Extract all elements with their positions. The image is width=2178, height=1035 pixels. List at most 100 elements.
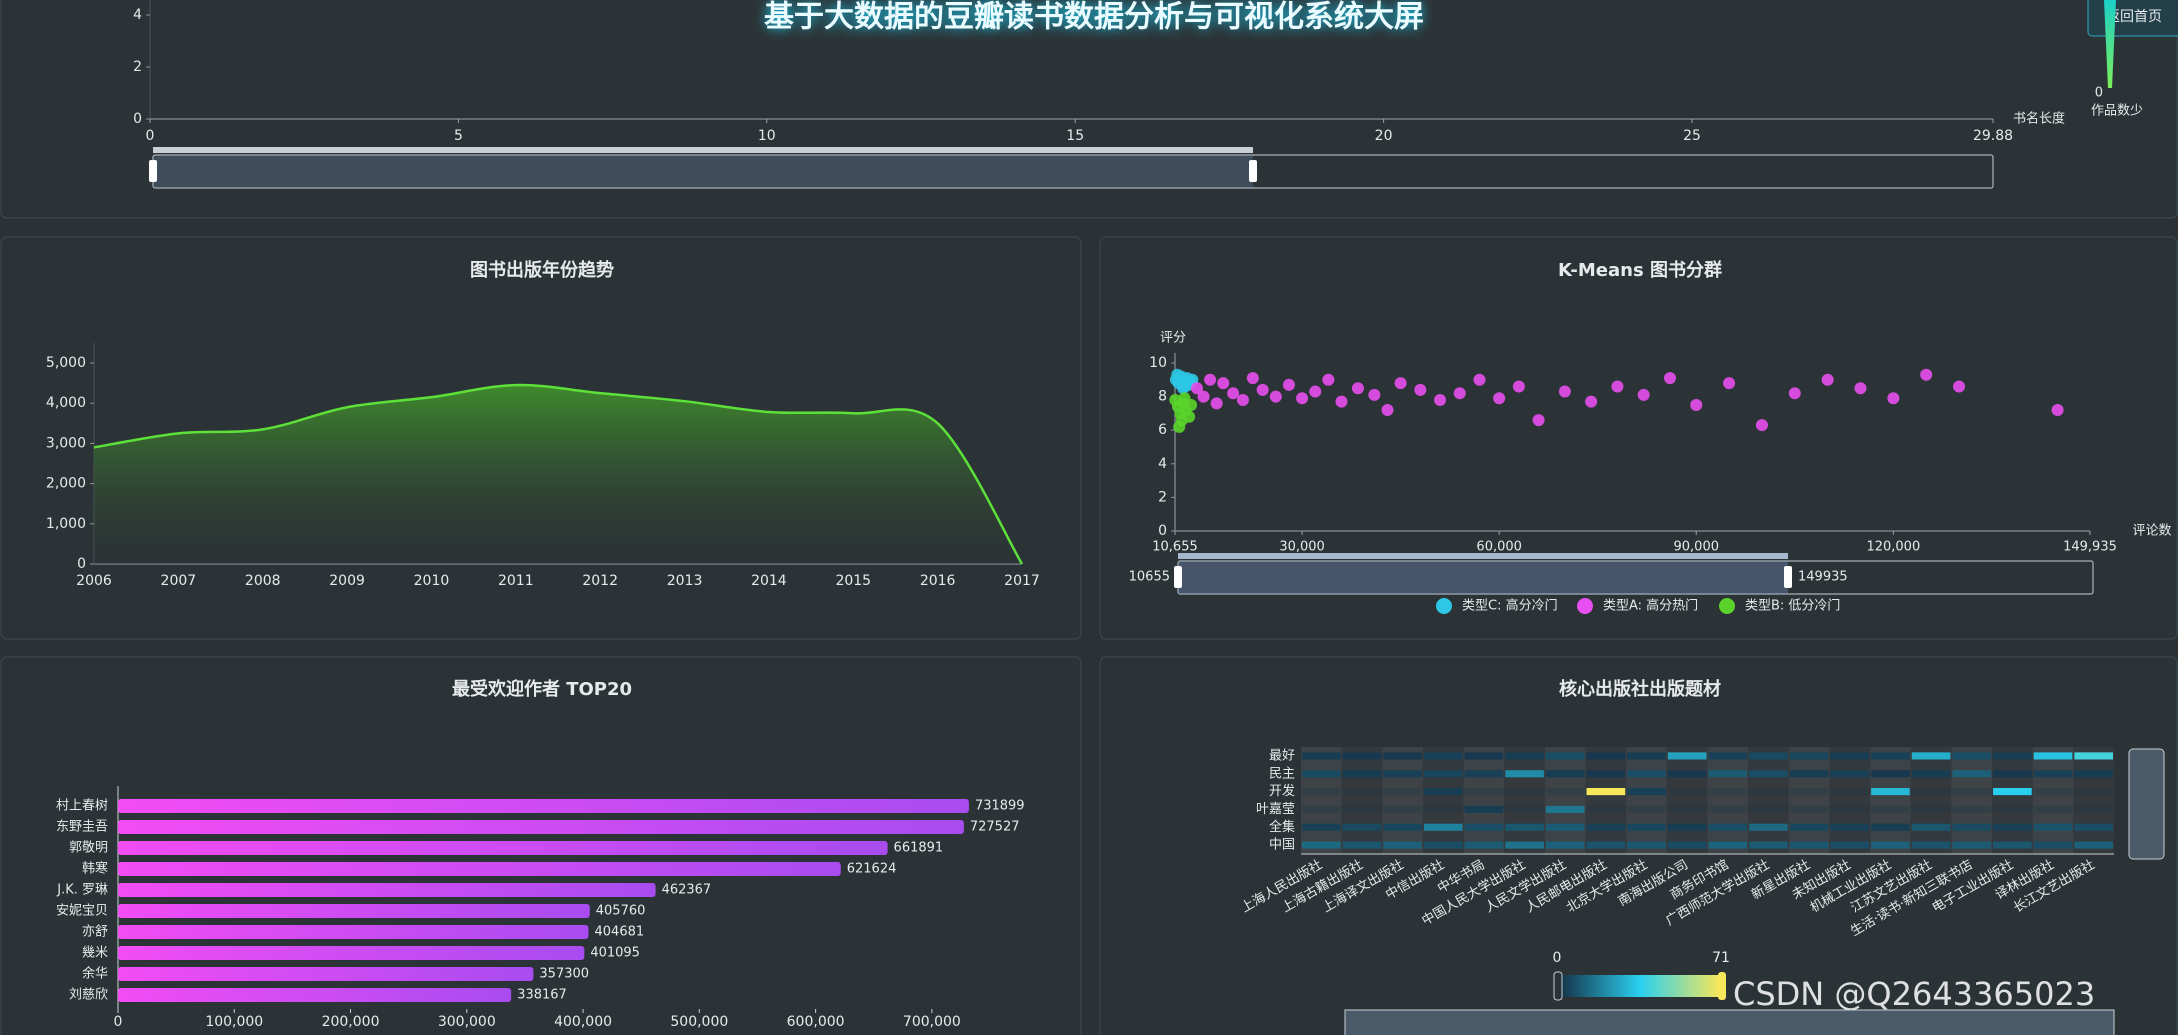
cell bbox=[1952, 805, 1992, 813]
cell bbox=[1789, 752, 1829, 760]
y-tick-label: 1,000 bbox=[46, 516, 86, 532]
legend-label: 类型C: 高分冷门 bbox=[1462, 598, 1558, 614]
zoom-vertical[interactable] bbox=[2128, 748, 2165, 860]
point bbox=[1788, 387, 1801, 400]
x-tick-label: 60,000 bbox=[1476, 540, 1522, 555]
zoom-handle[interactable] bbox=[1784, 566, 1792, 588]
cell bbox=[1342, 841, 1382, 849]
cell bbox=[1667, 788, 1707, 796]
value-label: 401095 bbox=[590, 946, 640, 961]
cell bbox=[1749, 788, 1788, 796]
zoom-handle[interactable] bbox=[1174, 566, 1182, 588]
point bbox=[1920, 368, 1933, 381]
x-tick-label: 2012 bbox=[582, 573, 618, 589]
home-button-label[interactable]: 返回首页 bbox=[2106, 9, 2162, 25]
point bbox=[1663, 372, 1676, 385]
watermark: CSDN @Q2643365023 bbox=[1733, 975, 2095, 1013]
chart-title: 图书出版年份趋势 bbox=[470, 259, 614, 281]
point bbox=[1394, 377, 1407, 390]
bar bbox=[118, 967, 534, 981]
x-tick-label: 90,000 bbox=[1674, 540, 1720, 555]
bar bbox=[118, 904, 590, 918]
point bbox=[1236, 393, 1249, 406]
category-label: 安妮宝贝 bbox=[56, 904, 108, 919]
cell bbox=[1789, 841, 1829, 849]
cell bbox=[1302, 752, 1341, 760]
cell bbox=[1789, 823, 1829, 831]
x-tick-label: 10 bbox=[758, 128, 776, 144]
cell bbox=[1505, 805, 1544, 813]
cell bbox=[1627, 823, 1666, 831]
x-tick-label: 0 bbox=[146, 128, 155, 144]
y-tick-label: 0 bbox=[77, 556, 86, 572]
cell bbox=[1993, 805, 2032, 813]
cell bbox=[1505, 770, 1544, 778]
x-tick-label: 2014 bbox=[751, 573, 787, 589]
cell bbox=[1830, 805, 1870, 813]
x-tick-label: 120,000 bbox=[1866, 540, 1920, 555]
cell bbox=[1830, 788, 1870, 796]
category-label: 亦舒 bbox=[82, 924, 108, 940]
cell bbox=[1464, 841, 1504, 849]
zoom-bar bbox=[153, 147, 1253, 153]
y-tick-label: 0 bbox=[133, 111, 142, 127]
cell bbox=[2033, 752, 2073, 760]
x-tick-label: 500,000 bbox=[670, 1014, 728, 1030]
value-label: 661891 bbox=[894, 841, 944, 856]
value-label: 338167 bbox=[517, 988, 567, 1003]
cell bbox=[1545, 841, 1585, 849]
x-tick-label: 2016 bbox=[920, 573, 956, 589]
legend-swatch bbox=[1577, 598, 1593, 614]
point bbox=[1723, 377, 1736, 390]
visual-map-handle[interactable] bbox=[1718, 972, 1726, 1000]
cell bbox=[1830, 823, 1870, 831]
cell bbox=[1830, 841, 1870, 849]
category-label: 余华 bbox=[82, 966, 108, 982]
bar bbox=[118, 946, 585, 960]
bar bbox=[118, 799, 969, 813]
cell bbox=[2033, 788, 2073, 796]
value-label: 462367 bbox=[662, 883, 712, 898]
cell bbox=[1302, 805, 1341, 813]
cell bbox=[1952, 770, 1992, 778]
point bbox=[1282, 378, 1295, 391]
category-label: J.K. 罗琳 bbox=[56, 883, 108, 898]
cell bbox=[1545, 770, 1585, 778]
y-tick-label: 2 bbox=[1158, 489, 1167, 505]
cell bbox=[1302, 770, 1341, 778]
point bbox=[1210, 397, 1223, 410]
cell bbox=[1464, 823, 1504, 831]
cell bbox=[1505, 788, 1544, 796]
visual-map-bar bbox=[1561, 975, 1720, 997]
column-band bbox=[1910, 747, 1952, 854]
zoom-handle[interactable] bbox=[149, 160, 157, 182]
x-tick-label: 200,000 bbox=[322, 1014, 380, 1030]
value-label: 727527 bbox=[970, 820, 1020, 835]
visual-map-handle[interactable] bbox=[1553, 971, 1563, 1001]
value-label: 404681 bbox=[595, 925, 645, 940]
cell bbox=[1302, 841, 1341, 849]
bar bbox=[118, 841, 888, 855]
cell bbox=[1789, 788, 1829, 796]
cell bbox=[1464, 752, 1504, 760]
x-tick-label: 2007 bbox=[161, 573, 197, 589]
point bbox=[1690, 399, 1703, 411]
y-tick-label: 4,000 bbox=[46, 395, 86, 411]
y-tick-label: 叶嘉莹 bbox=[1256, 802, 1295, 817]
cell bbox=[1911, 805, 1951, 813]
point bbox=[1204, 373, 1217, 386]
zoom-handle[interactable] bbox=[1249, 160, 1257, 182]
legend-label: 类型B: 低分冷门 bbox=[1745, 599, 1840, 614]
zoom-horizontal[interactable] bbox=[1344, 1009, 2115, 1035]
cell bbox=[1708, 805, 1748, 813]
point bbox=[1493, 392, 1506, 405]
category-label: 韩寒 bbox=[82, 861, 108, 877]
column-band bbox=[1829, 747, 1871, 854]
zoom-start-label: 10655 bbox=[1129, 570, 1170, 585]
bar bbox=[118, 988, 512, 1002]
visual-map-min: 0 bbox=[2095, 86, 2103, 101]
point bbox=[1453, 387, 1466, 400]
cell bbox=[1667, 841, 1707, 849]
x-tick-label: 2010 bbox=[414, 573, 450, 589]
